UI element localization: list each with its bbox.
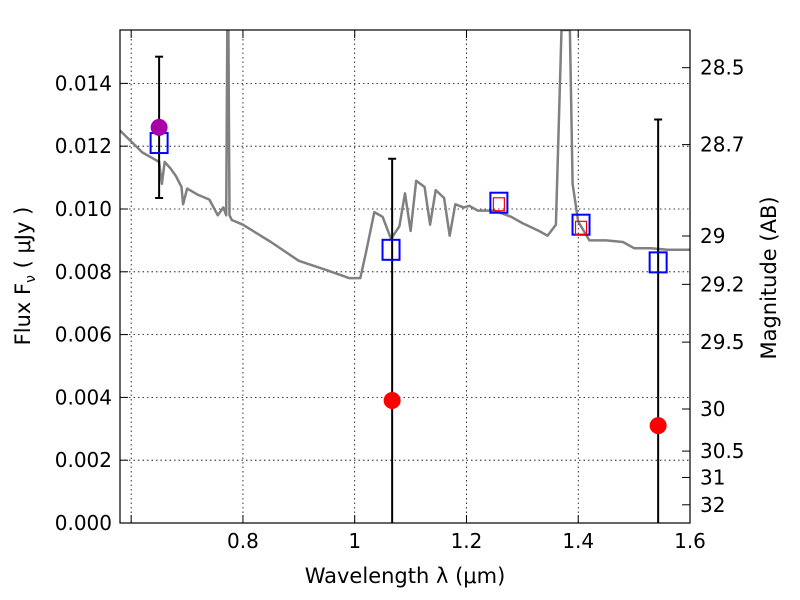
right-tick-label: 29.2 [700,272,745,296]
x-tick-label: 1.6 [674,529,706,553]
small-red-square [574,220,588,235]
y-axis-label-subscript: ν [23,275,39,283]
y-tick-label: 0.002 [55,448,112,472]
y-tick-label: 0.000 [55,511,112,535]
y-tick-label: 0.014 [55,71,112,95]
right-tick-label: 30.5 [700,439,745,463]
right-tick-label: 29.5 [700,330,745,354]
template-spectrum [120,30,690,280]
right-axis-ticks: 28.5 28.7 29 29.2 29.5 30 30.531 32 [682,56,745,517]
y-tick-label: 0.006 [55,323,112,347]
y-tick-label: 0.008 [55,260,112,284]
small-red-squares [492,197,588,235]
x-axis-ticks: 0.8 1 1.2 1.4 1.6 [130,30,706,553]
x-tick-label: 1.4 [562,529,594,553]
observed-flux-points [150,118,667,435]
grid-lines [120,30,690,523]
small-red-square [492,197,505,212]
spectrum-line [120,30,690,280]
observed-flux-point [649,417,667,435]
model-flux-square [381,238,401,261]
right-tick-label: 29 [700,224,725,248]
y-axis-label: Flux Fν ( μJy ) [11,207,39,346]
x-tick-label: 0.8 [227,529,259,553]
right-tick-label: 31 [700,465,725,489]
y-axis-label-main: Flux F [11,283,35,345]
observed-flux-point [383,392,401,410]
model-flux-square [648,251,668,274]
x-tick-label: 1.2 [451,529,483,553]
y-tick-label: 0.010 [55,197,112,221]
model-flux-squares [149,132,668,274]
error-bars [155,55,663,523]
right-tick-label: 28.5 [700,56,745,80]
right-axis-label: Magnitude (AB) [757,196,781,359]
right-tick-label: 28.7 [700,133,745,157]
right-tick-label: 30 [700,397,725,421]
y-tick-label: 0.012 [55,134,112,158]
y-axis-ticks: 0.000 0.002 0.004 0.006 0.008 0.010 0.012 0.014 [55,71,128,535]
observed-flux-point [150,118,168,136]
y-axis-label-units: ( μJy ) [11,207,35,275]
x-tick-label: 1 [348,529,361,553]
model-flux-square [489,191,509,214]
y-tick-label: 0.004 [55,385,112,409]
plot-frame [119,29,691,524]
right-tick-label: 32 [700,493,725,517]
x-axis-label: Wavelength λ (μm) [305,564,506,588]
